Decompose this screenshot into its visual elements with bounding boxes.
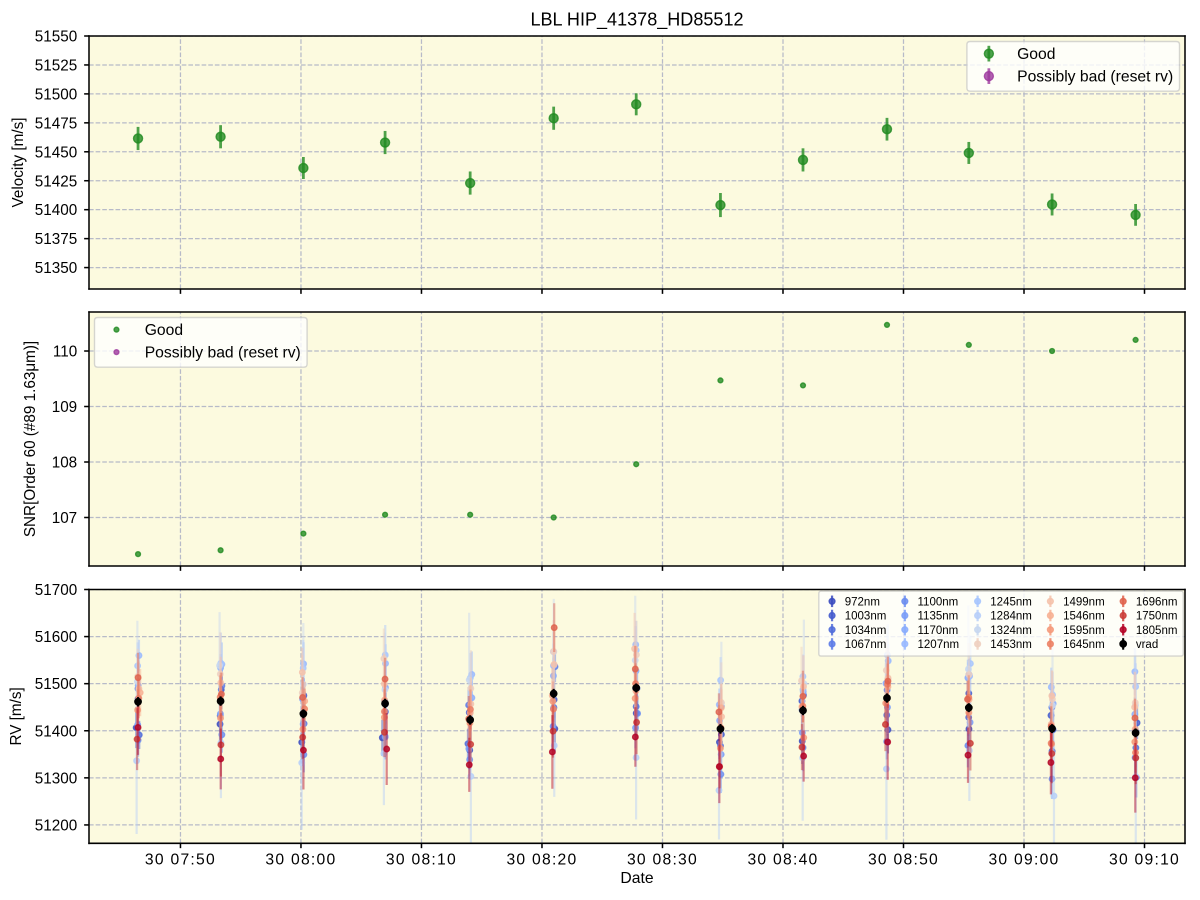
svg-text:1595nm: 1595nm [1063, 625, 1105, 637]
svg-text:Possibly bad (reset rv): Possibly bad (reset rv) [145, 345, 301, 362]
svg-text:1546nm: 1546nm [1063, 611, 1105, 623]
svg-text:51400: 51400 [35, 202, 77, 219]
svg-text:1100nm: 1100nm [918, 596, 959, 608]
svg-text:1067nm: 1067nm [845, 639, 887, 651]
svg-text:1245nm: 1245nm [990, 596, 1032, 608]
svg-text:30 09:10: 30 09:10 [1109, 851, 1180, 868]
svg-text:51450: 51450 [35, 144, 77, 161]
svg-text:51475: 51475 [35, 115, 77, 132]
svg-text:vrad: vrad [1136, 639, 1158, 651]
svg-text:51500: 51500 [35, 86, 77, 103]
svg-text:30 08:30: 30 08:30 [627, 851, 698, 868]
svg-text:1170nm: 1170nm [918, 625, 959, 637]
svg-text:51300: 51300 [35, 770, 77, 787]
svg-text:30 09:00: 30 09:00 [988, 851, 1059, 868]
svg-text:1034nm: 1034nm [845, 625, 887, 637]
svg-text:972nm: 972nm [845, 596, 880, 608]
svg-text:30 08:20: 30 08:20 [506, 851, 577, 868]
svg-text:1696nm: 1696nm [1136, 596, 1178, 608]
svg-text:51350: 51350 [35, 260, 77, 277]
svg-text:Good: Good [145, 322, 183, 339]
svg-text:30 08:40: 30 08:40 [747, 851, 818, 868]
svg-text:51425: 51425 [35, 173, 77, 190]
svg-text:1453nm: 1453nm [990, 639, 1032, 651]
svg-text:1750nm: 1750nm [1136, 611, 1178, 623]
svg-text:51400: 51400 [35, 723, 77, 740]
svg-text:Velocity [m/s]: Velocity [m/s] [10, 118, 27, 208]
svg-text:109: 109 [52, 399, 77, 416]
svg-text:51500: 51500 [35, 676, 77, 693]
svg-text:1324nm: 1324nm [990, 625, 1032, 637]
svg-text:30 08:00: 30 08:00 [265, 851, 336, 868]
svg-text:RV [m/s]: RV [m/s] [8, 687, 25, 745]
svg-text:1805nm: 1805nm [1136, 625, 1178, 637]
svg-text:30 08:50: 30 08:50 [868, 851, 939, 868]
svg-text:1135nm: 1135nm [918, 611, 959, 623]
svg-text:1284nm: 1284nm [990, 611, 1032, 623]
svg-text:Good: Good [1017, 46, 1055, 63]
svg-text:51600: 51600 [35, 629, 77, 646]
svg-text:51700: 51700 [35, 582, 77, 599]
svg-text:Possibly bad (reset rv): Possibly bad (reset rv) [1017, 69, 1173, 86]
svg-text:Date: Date [620, 870, 653, 887]
svg-text:SNR[Order 60 (#89 1.63μm)]: SNR[Order 60 (#89 1.63μm)] [22, 341, 39, 537]
svg-text:1003nm: 1003nm [845, 611, 887, 623]
svg-text:51375: 51375 [35, 231, 77, 248]
svg-text:30 07:50: 30 07:50 [145, 851, 216, 868]
svg-text:110: 110 [53, 344, 77, 361]
svg-text:107: 107 [52, 510, 77, 527]
svg-text:30 08:10: 30 08:10 [386, 851, 457, 868]
svg-text:1207nm: 1207nm [918, 639, 960, 651]
svg-text:LBL HIP_41378_HD85512: LBL HIP_41378_HD85512 [530, 10, 743, 31]
svg-text:51525: 51525 [35, 57, 77, 74]
svg-text:1499nm: 1499nm [1063, 596, 1105, 608]
svg-text:51200: 51200 [35, 817, 77, 834]
svg-text:108: 108 [52, 455, 77, 472]
svg-text:1645nm: 1645nm [1063, 639, 1105, 651]
svg-text:51550: 51550 [35, 29, 77, 46]
